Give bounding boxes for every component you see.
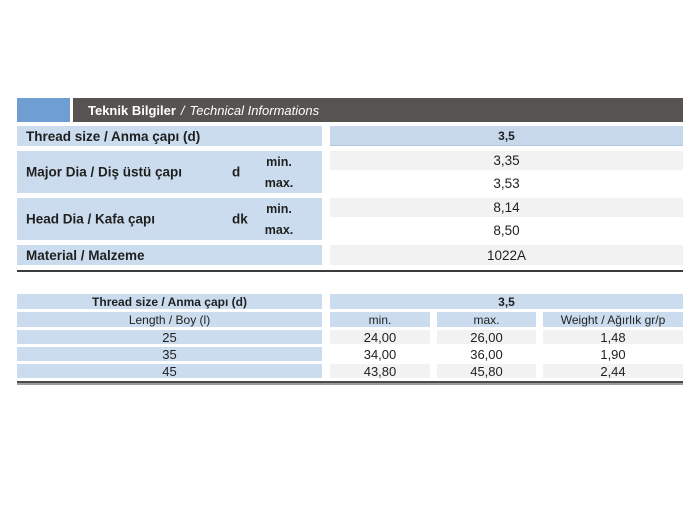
table1-bottom-rule: [17, 270, 683, 272]
major-dia-row: Major Dia / Diş üstü çapı d min. max. 3,…: [17, 151, 683, 193]
table-row: 25 24,00 26,00 1,48: [17, 330, 683, 345]
head-dia-symbol: dk: [232, 211, 248, 227]
head-dia-values: 8,14 8,50: [330, 198, 683, 240]
t2-weight-value: 2,44: [543, 364, 683, 379]
major-dia-label-cell: Major Dia / Diş üstü çapı d min. max.: [17, 151, 322, 193]
t2-length-value: 25: [17, 330, 322, 345]
major-dia-symbol: d: [232, 164, 241, 180]
major-dia-min-value: 3,35: [330, 151, 683, 170]
section-title-separator: /: [180, 102, 185, 118]
table2-bottom-rule: [17, 381, 683, 385]
head-dia-minmax-labels: min. max.: [236, 198, 322, 240]
t2-column-header-row: Length / Boy (l) min. max. Weight / Ağır…: [17, 312, 683, 327]
table-row: 35 34,00 36,00 1,90: [17, 347, 683, 362]
length-weight-table: Thread size / Anma çapı (d) 3,5 Length /…: [17, 294, 683, 385]
head-dia-row: Head Dia / Kafa çapı dk min. max. 8,14 8…: [17, 198, 683, 240]
major-dia-max-value: 3,53: [330, 174, 683, 193]
t2-min-value: 34,00: [330, 347, 430, 362]
t2-thread-row: Thread size / Anma çapı (d) 3,5: [17, 294, 683, 309]
head-dia-max-value: 8,50: [330, 221, 683, 240]
major-dia-values: 3,35 3,53: [330, 151, 683, 193]
head-dia-min-label: min.: [266, 201, 292, 216]
t2-min-value: 43,80: [330, 364, 430, 379]
t2-max-value: 26,00: [437, 330, 536, 345]
thread-size-value: 3,5: [330, 126, 683, 146]
head-dia-min-value: 8,14: [330, 198, 683, 217]
table-row: 45 43,80 45,80 2,44: [17, 364, 683, 379]
t2-max-value: 36,00: [437, 347, 536, 362]
material-label: Material / Malzeme: [17, 245, 322, 265]
section-title-tr: Teknik Bilgiler: [88, 102, 176, 118]
t2-col-max: max.: [437, 312, 536, 327]
section-title-en: Technical Informations: [189, 102, 320, 118]
material-row: Material / Malzeme 1022A: [17, 245, 683, 265]
t2-col-min: min.: [330, 312, 430, 327]
t2-thread-value: 3,5: [330, 294, 683, 309]
t2-col-weight: Weight / Ağırlık gr/p: [543, 312, 683, 327]
thread-size-label: Thread size / Anma çapı (d): [17, 126, 322, 146]
section-title-bar: Teknik Bilgiler / Technical Informations: [73, 98, 683, 122]
t2-min-value: 24,00: [330, 330, 430, 345]
t2-weight-value: 1,90: [543, 347, 683, 362]
t2-col-length: Length / Boy (l): [17, 312, 322, 327]
head-dia-label: Head Dia / Kafa çapı: [26, 211, 156, 227]
spec-sheet: Teknik Bilgiler / Technical Informations…: [17, 98, 683, 385]
major-dia-minmax-labels: min. max.: [236, 151, 322, 193]
t2-max-value: 45,80: [437, 364, 536, 379]
t2-weight-value: 1,48: [543, 330, 683, 345]
head-dia-max-label: max.: [264, 222, 294, 237]
t2-length-value: 45: [17, 364, 322, 379]
t2-length-value: 35: [17, 347, 322, 362]
head-dia-label-cell: Head Dia / Kafa çapı dk min. max.: [17, 198, 322, 240]
technical-table: Thread size / Anma çapı (d) 3,5 Major Di…: [17, 126, 683, 272]
major-dia-min-label: min.: [266, 154, 292, 169]
material-value: 1022A: [330, 245, 683, 265]
section-header: Teknik Bilgiler / Technical Informations: [17, 98, 683, 122]
thread-size-row: Thread size / Anma çapı (d) 3,5: [17, 126, 683, 146]
major-dia-label: Major Dia / Diş üstü çapı: [26, 164, 183, 180]
t2-thread-label: Thread size / Anma çapı (d): [17, 294, 322, 309]
accent-block: [17, 98, 70, 122]
major-dia-max-label: max.: [264, 175, 294, 190]
